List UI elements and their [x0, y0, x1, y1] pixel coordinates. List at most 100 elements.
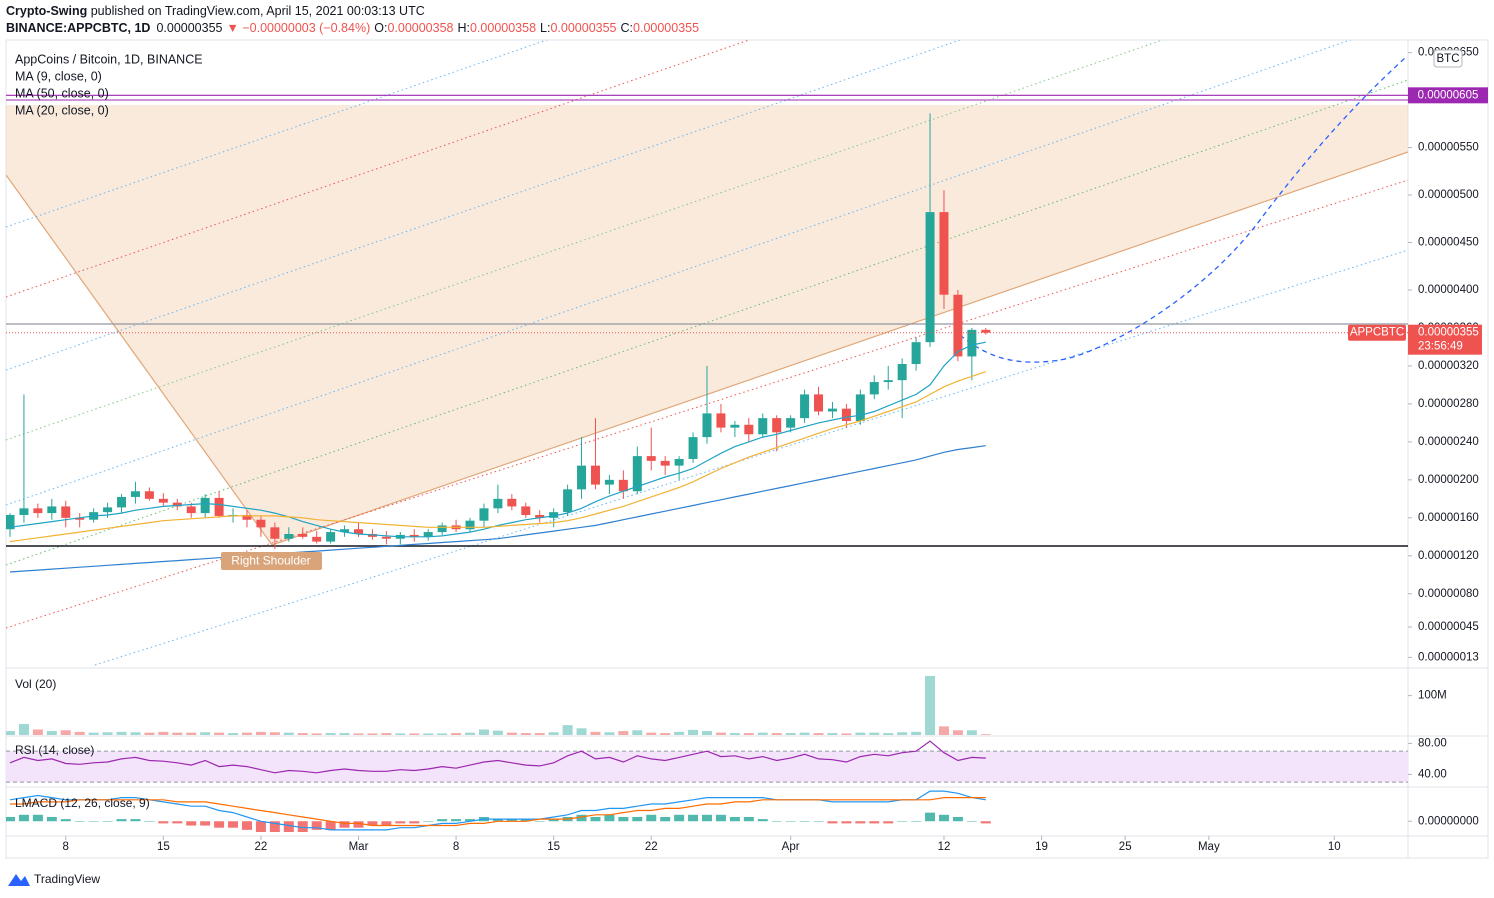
volume-bar	[241, 732, 252, 735]
volume-bar	[897, 732, 908, 735]
macd-histogram	[938, 814, 949, 822]
x-tick-label: 22	[645, 841, 658, 853]
legend-entry: MA (9, close, 0)	[15, 69, 102, 83]
volume-bar	[869, 732, 880, 735]
macd-histogram	[409, 821, 420, 824]
macd-histogram	[353, 821, 364, 828]
volume-bar	[381, 733, 392, 735]
y-tick-label: 0.00000500	[1418, 189, 1479, 201]
candle-body	[855, 394, 865, 421]
macd-histogram	[214, 821, 225, 828]
macd-histogram	[283, 821, 294, 832]
volume-bar	[172, 732, 183, 735]
macd-histogram	[646, 814, 657, 822]
macd-histogram	[451, 819, 462, 822]
volume-bar	[966, 730, 977, 735]
volume-bar	[46, 731, 57, 735]
candle-body	[911, 342, 921, 365]
candle-body	[326, 532, 336, 542]
volume-bar	[729, 733, 740, 735]
candle-body	[660, 460, 670, 466]
volume-bar	[827, 733, 838, 735]
volume-bar	[938, 726, 949, 735]
macd-histogram	[729, 816, 740, 822]
y-tick-label: 0.00000013	[1418, 651, 1479, 663]
logo-icon	[8, 874, 30, 886]
volume-bar	[353, 733, 364, 735]
volume-bar	[255, 731, 266, 735]
trend-line	[6, 174, 273, 546]
candle-body	[939, 212, 949, 295]
macd-histogram	[911, 821, 922, 822]
macd-histogram	[799, 821, 810, 822]
pane-frame	[5, 39, 1489, 859]
moving-average	[9, 371, 986, 543]
macd-histogram	[813, 821, 824, 822]
volume-bar	[339, 733, 350, 735]
x-tick-label: Apr	[782, 841, 800, 853]
macd-histogram	[674, 814, 685, 822]
candle-body	[312, 536, 322, 542]
macd-histogram	[144, 821, 155, 822]
volume-bar	[980, 734, 991, 735]
legend-entry: MA (50, close, 0)	[15, 86, 109, 100]
macd-histogram	[46, 816, 57, 822]
macd-histogram	[771, 821, 782, 822]
x-tick-label: 19	[1035, 841, 1048, 853]
candle-body	[563, 489, 573, 513]
candle-body	[172, 502, 182, 507]
macd-histogram	[6, 816, 15, 822]
x-tick-label: 15	[157, 841, 170, 853]
macd-histogram	[60, 819, 71, 822]
macd-histogram	[158, 821, 169, 824]
candle-body	[800, 394, 810, 419]
change: ▼ −0.00000003 (−0.84%)	[227, 21, 371, 35]
volume-bar	[88, 732, 99, 735]
candle-body	[786, 418, 796, 428]
volume-bar	[562, 725, 573, 735]
macd-histogram	[925, 812, 936, 822]
volume-bar	[74, 731, 85, 735]
y-tick-label: 0.00000280	[1418, 398, 1479, 410]
pitchfork-area	[6, 105, 1408, 545]
ohlc-key: L:	[540, 21, 550, 35]
volume-bar	[130, 732, 141, 735]
candle-body	[381, 536, 391, 539]
legend: MA (9, close, 0) MA (50, close, 0) MA (20,…	[15, 69, 109, 117]
candle-body	[772, 418, 782, 433]
volume-bar	[590, 731, 601, 735]
candle-body	[117, 496, 127, 508]
candle-body	[298, 533, 308, 537]
y-tick-label: 0.00000045	[1418, 621, 1479, 633]
volume-bar	[548, 732, 559, 735]
y-tick-label: 0.00000080	[1418, 588, 1479, 600]
volume-bar	[395, 733, 406, 735]
volume-bar	[214, 732, 225, 735]
candle-body	[409, 534, 419, 537]
ohlc-key: C:	[621, 21, 634, 35]
volume-bar	[660, 733, 671, 735]
candle-body	[632, 456, 642, 492]
candle-body	[814, 394, 824, 412]
candle-body	[758, 418, 768, 435]
candle-body	[130, 491, 140, 497]
macd-histogram	[883, 821, 894, 824]
candle-body	[423, 532, 433, 537]
candle-body	[549, 512, 559, 518]
volume-bar	[576, 728, 587, 735]
macd-histogram	[576, 814, 587, 822]
volume-bar	[200, 732, 211, 735]
macd-histogram	[74, 821, 85, 822]
symbol: BINANCE:APPCBTC, 1D	[6, 21, 150, 35]
macd-histogram	[743, 816, 754, 822]
candle-body	[674, 458, 684, 466]
legend-entry: MA (20, close, 0)	[15, 103, 109, 117]
macd-histogram	[395, 821, 406, 824]
volume-bar	[437, 733, 448, 735]
macd-histogram	[952, 816, 963, 822]
candle-body	[535, 514, 545, 518]
macd-histogram	[757, 819, 768, 822]
rsi-band	[6, 751, 1408, 783]
candle-body	[967, 329, 977, 357]
